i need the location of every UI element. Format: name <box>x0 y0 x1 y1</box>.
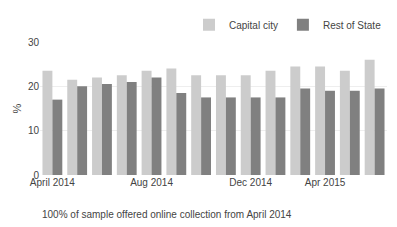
svg-text:Aug 2014: Aug 2014 <box>130 177 173 188</box>
svg-text:10: 10 <box>28 125 40 136</box>
svg-text:20: 20 <box>28 81 40 92</box>
svg-text:%: % <box>11 103 23 113</box>
svg-text:Capital city: Capital city <box>229 20 278 31</box>
svg-text:30: 30 <box>28 37 40 48</box>
svg-text:Rest of State: Rest of State <box>323 20 381 31</box>
svg-text:100% of sample offered online: 100% of sample offered online collection… <box>42 209 292 220</box>
svg-text:Apr 2015: Apr 2015 <box>305 177 346 188</box>
svg-text:0: 0 <box>33 170 39 181</box>
svg-text:April 2014: April 2014 <box>30 177 75 188</box>
svg-text:Dec 2014: Dec 2014 <box>229 177 272 188</box>
